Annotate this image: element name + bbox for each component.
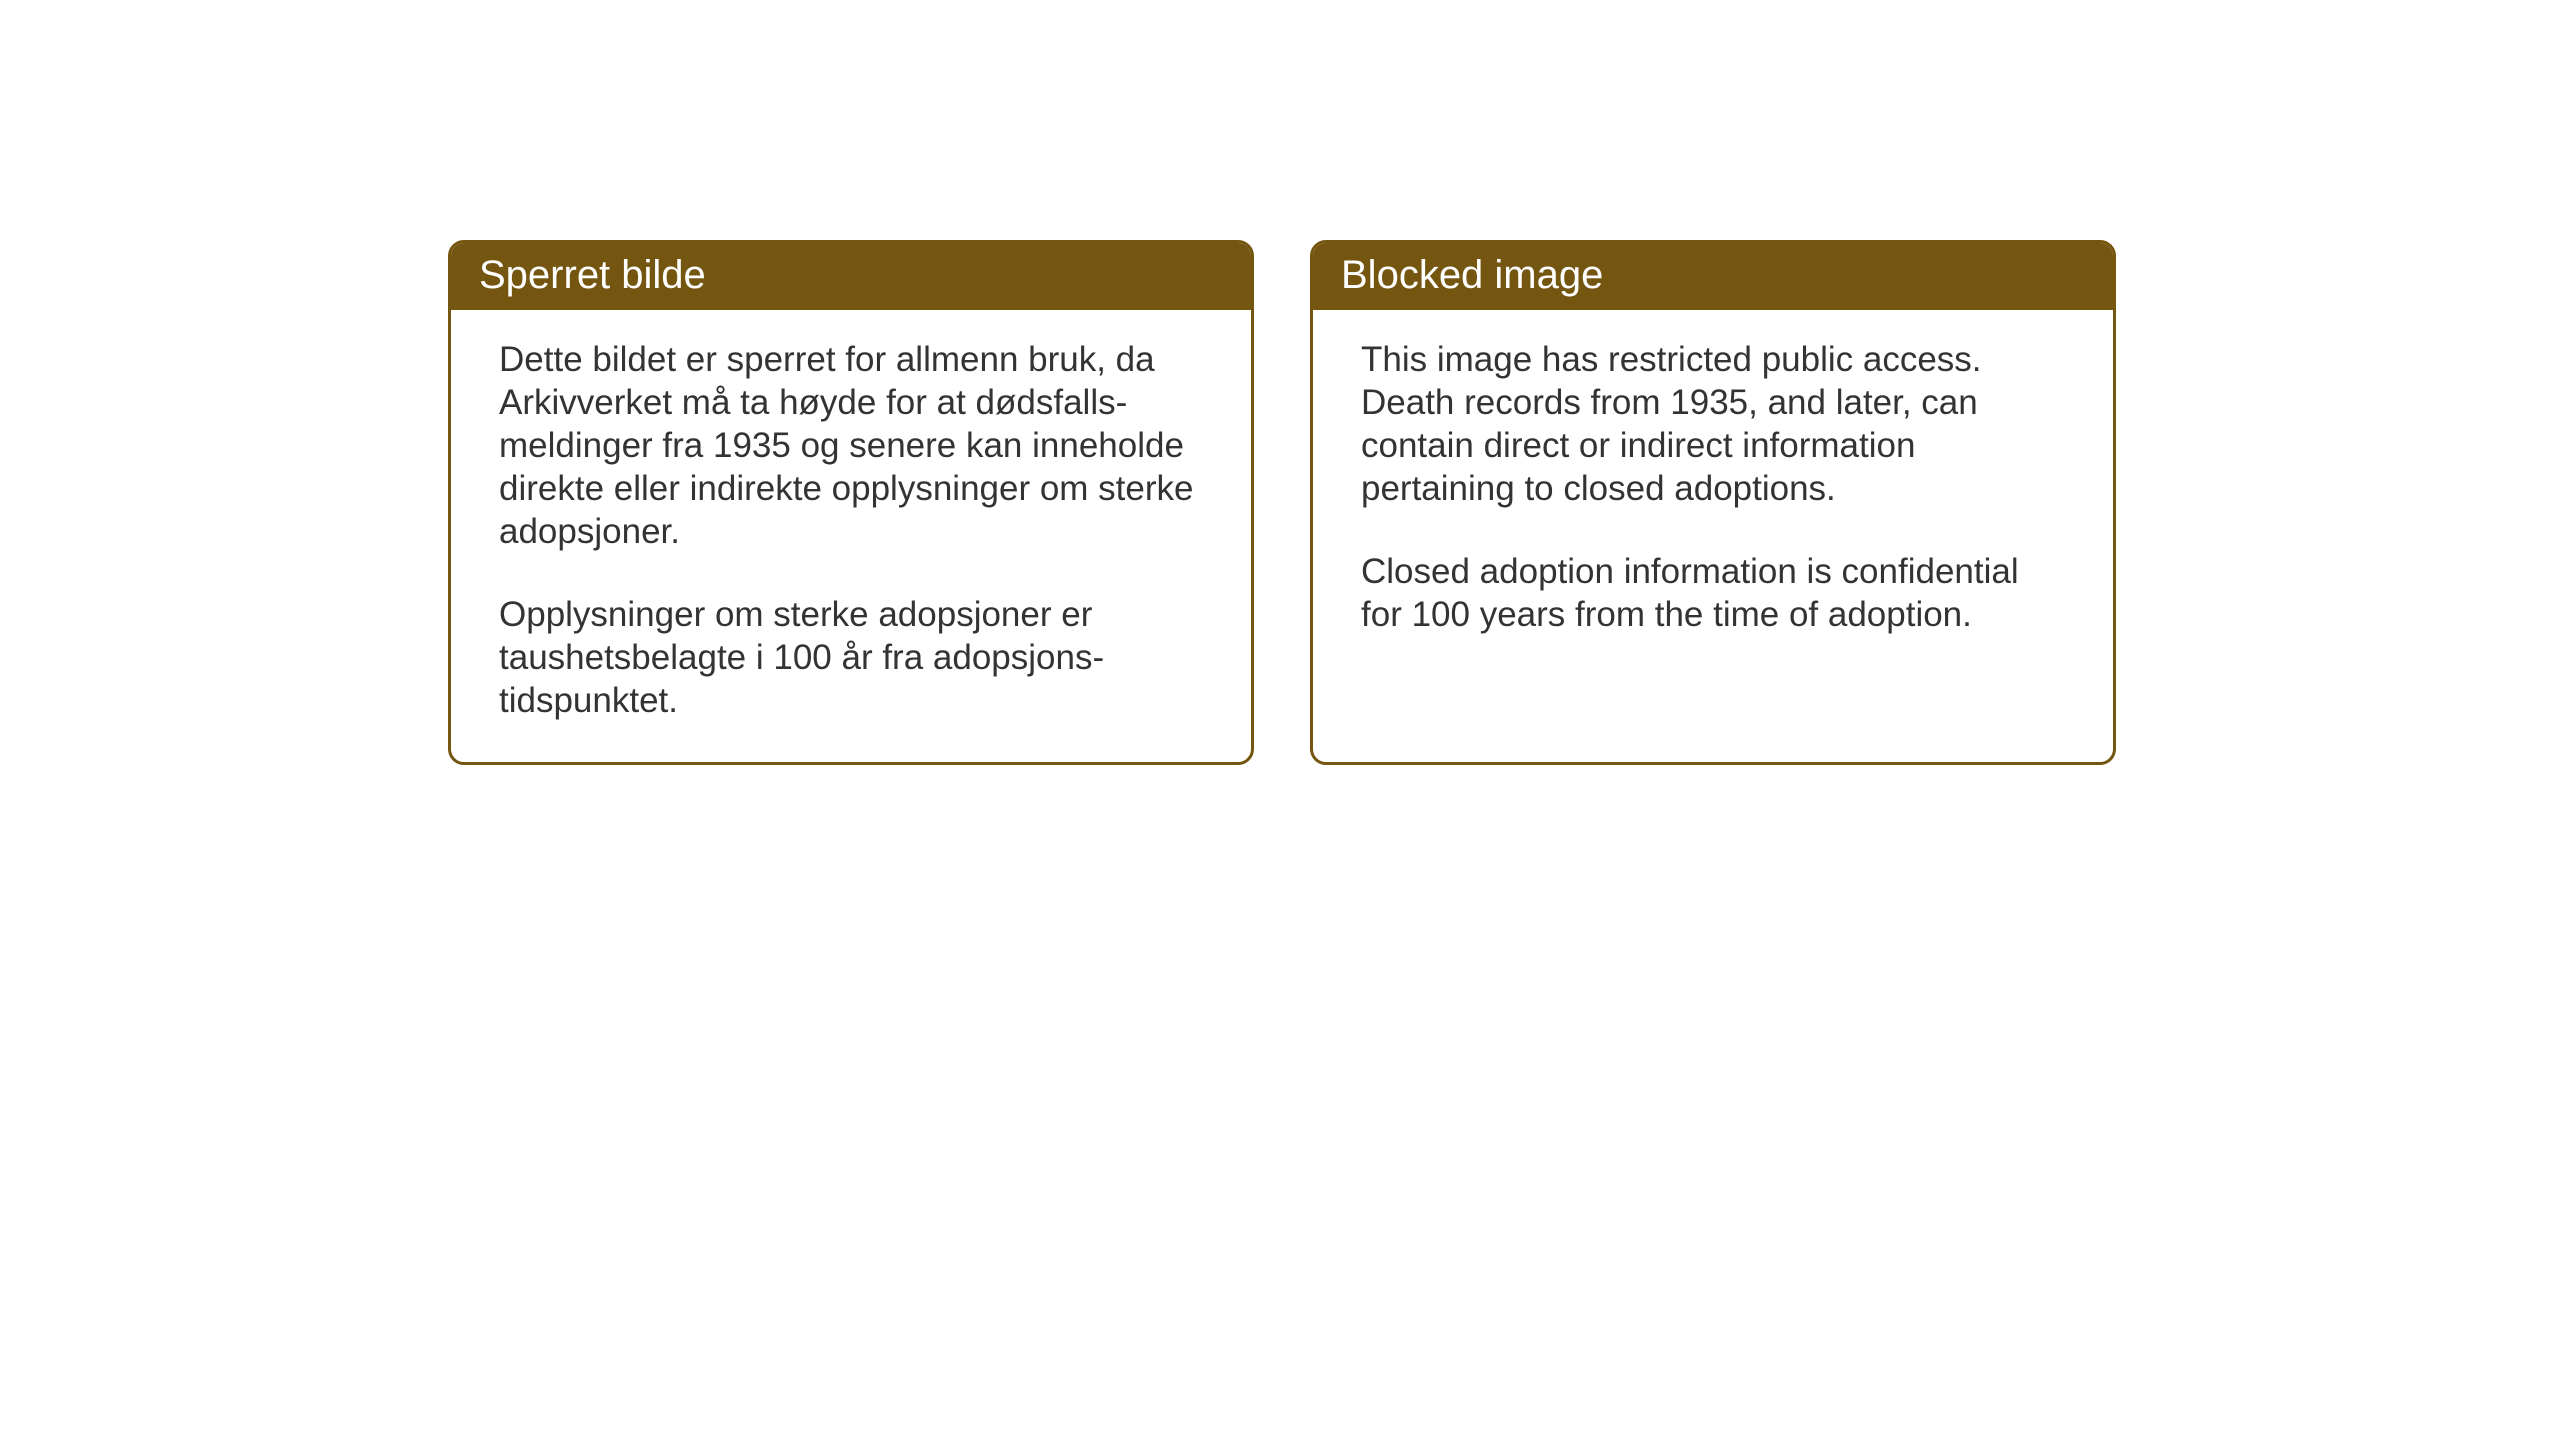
card-title-english: Blocked image (1341, 253, 1603, 297)
notice-container: Sperret bilde Dette bildet er sperret fo… (448, 240, 2116, 765)
card-paragraph-english-1: This image has restricted public access.… (1361, 338, 2065, 510)
notice-card-norwegian: Sperret bilde Dette bildet er sperret fo… (448, 240, 1254, 765)
card-paragraph-norwegian-2: Opplysninger om sterke adopsjoner er tau… (499, 593, 1203, 722)
card-paragraph-norwegian-1: Dette bildet er sperret for allmenn bruk… (499, 338, 1203, 553)
card-paragraph-english-2: Closed adoption information is confident… (1361, 550, 2065, 636)
card-header-norwegian: Sperret bilde (451, 243, 1251, 310)
card-header-english: Blocked image (1313, 243, 2113, 310)
card-body-english: This image has restricted public access.… (1313, 310, 2113, 676)
notice-card-english: Blocked image This image has restricted … (1310, 240, 2116, 765)
card-body-norwegian: Dette bildet er sperret for allmenn bruk… (451, 310, 1251, 762)
card-title-norwegian: Sperret bilde (479, 253, 706, 297)
